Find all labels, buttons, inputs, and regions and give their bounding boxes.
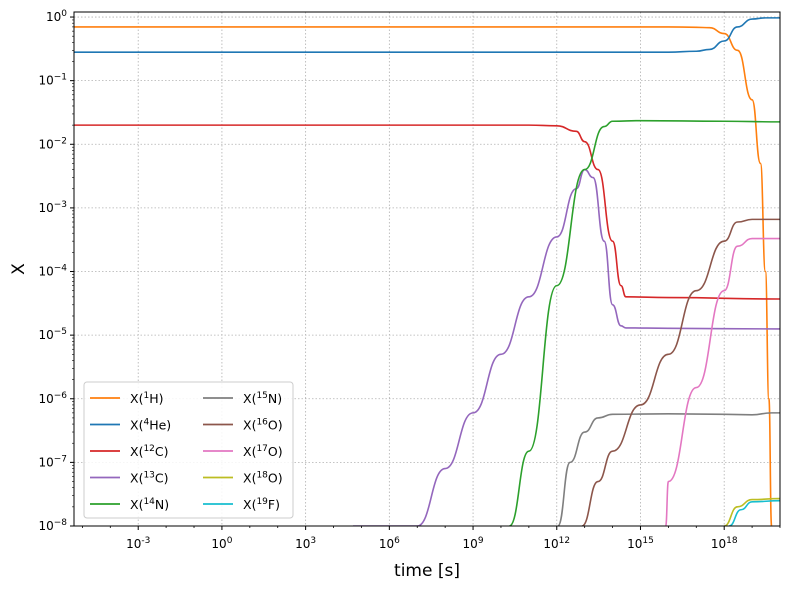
y-axis: 100 10−1 10−2 10−3 10−4 10−5 10−6 10−7 10−8 [38, 9, 74, 533]
legend-item: X(19F) [243, 497, 280, 512]
series-line-0 [74, 26, 773, 526]
y-tick-label: 10−7 [38, 454, 67, 469]
legend: X(1H) X(4He) X(12C) X(13C) X(14N) X(15N) X(16O… [83, 381, 294, 519]
y-tick-label: 10−4 [38, 264, 67, 279]
legend-item: X(4He) [130, 418, 171, 433]
series-line-8 [723, 497, 780, 526]
series-layer [74, 17, 780, 526]
legend-item: X(13C) [130, 471, 169, 486]
legend-item: X(1H) [130, 391, 163, 406]
y-tick-label: 10−6 [38, 391, 67, 406]
x-tick-label: 1018 [711, 536, 738, 551]
series-line-5 [557, 412, 780, 526]
series-line-6 [581, 218, 780, 526]
x-tick-label: 1015 [627, 536, 654, 551]
y-tick-label: 10−2 [38, 136, 67, 151]
x-axis: 10-3 100 103 106 109 1012 1015 1018 [81, 526, 781, 551]
x-tick-label: 106 [379, 536, 400, 551]
series-line-7 [664, 237, 780, 526]
series-line-1 [74, 17, 780, 54]
y-tick-label: 10−8 [38, 518, 67, 533]
y-tick-label: 100 [46, 9, 67, 24]
y-tick-label: 10−5 [38, 327, 67, 342]
legend-item: X(15N) [243, 391, 282, 406]
x-tick-label: 1012 [543, 536, 570, 551]
series-line-4 [508, 119, 780, 526]
plot-frame [73, 11, 781, 527]
x-tick-label: 103 [295, 536, 316, 551]
legend-item: X(14N) [130, 497, 169, 512]
legend-item: X(17O) [243, 444, 283, 459]
series-line-9 [728, 499, 780, 526]
legend-item: X(12C) [130, 444, 169, 459]
x-tick-label: 109 [463, 536, 484, 551]
legend-item: X(18O) [243, 471, 283, 486]
x-tick-label: 10-3 [126, 536, 150, 551]
y-axis-label: X [9, 263, 29, 275]
y-tick-label: 10−3 [38, 200, 67, 215]
x-axis-label: time [s] [394, 561, 460, 581]
legend-box [83, 381, 294, 519]
legend-item: X(16O) [243, 418, 283, 433]
x-tick-label: 100 [211, 536, 232, 551]
y-tick-label: 10−1 [38, 73, 67, 88]
